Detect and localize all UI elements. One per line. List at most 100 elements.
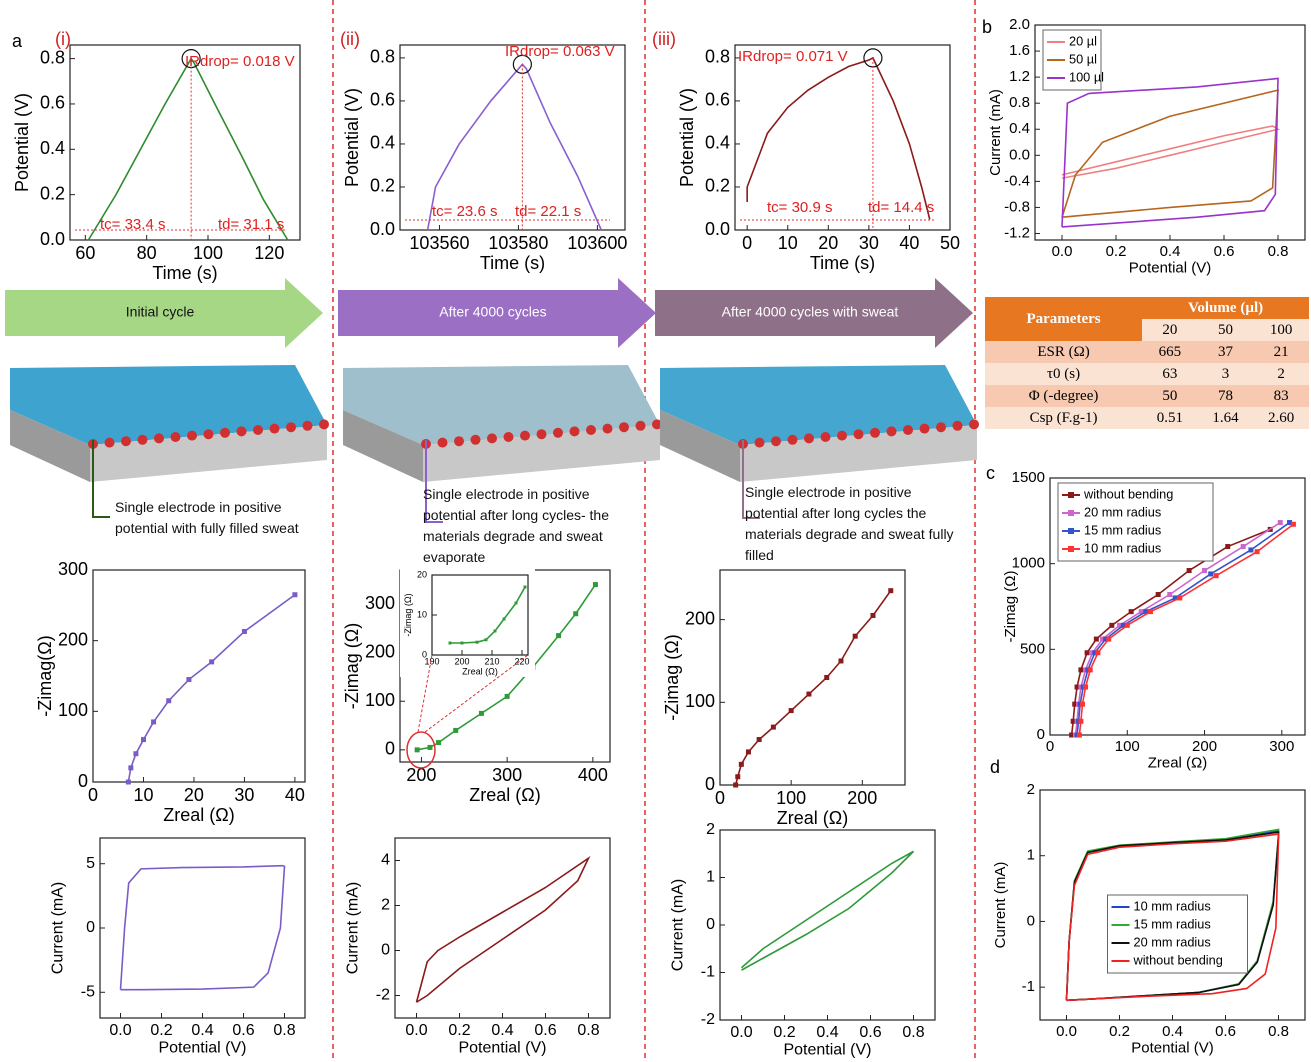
data-point [133,751,139,757]
x-tick-label: 200 [847,788,877,808]
y-tick-label: -2 [701,1011,715,1028]
x-tick-label: 0.8 [1268,243,1289,260]
x-tick-label: 300 [492,765,522,785]
plot-frame [399,44,626,231]
y-axis-label: Potential (V) [342,88,362,187]
y-tick-label: 1 [706,869,715,886]
electrode-dot [820,432,831,442]
table-cell: 50 [1142,385,1198,407]
electrode-dot [503,432,514,442]
x-axis-label: Zreal (Ω) [469,785,540,805]
x-tick-label: 220 [514,657,529,667]
inset-background [400,565,535,677]
table-cell: τ0 (s) [985,363,1143,385]
slab-side [660,410,740,482]
series-line [1061,77,1279,228]
data-point [460,641,464,645]
x-tick-label: 0.0 [1056,1023,1077,1040]
electrode-dot [487,433,497,444]
electrode-dot [437,437,448,448]
y-axis-label: Current (mA) [345,882,362,974]
data-point [241,628,247,634]
x-tick-label: 0.6 [1215,1023,1236,1040]
x-tick-label: 60 [75,243,95,263]
annotation: IRdrop= 0.018 V [185,53,295,70]
x-tick-label: 0 [742,233,752,253]
y-tick-label: 0.4 [40,138,65,158]
legend-label: 20 mm radius [1084,504,1161,519]
x-axis-label: Zreal (Ω) [777,808,848,828]
annotation: IRdrop= 0.071 V [738,48,848,65]
table-row: Φ (-degree) 50 78 83 [985,385,1309,407]
x-tick-label: 80 [137,243,157,263]
x-tick-label: 100 [193,243,223,263]
y-tick-label: 5 [86,855,95,872]
data-point [1186,568,1192,574]
table-header: Parameters [985,297,1143,341]
x-tick-label: 0.6 [534,1022,556,1039]
annotation: tc= 33.4 s [100,216,165,233]
x-tick-label: 200 [1192,738,1217,755]
y-tick-label: 100 [58,700,88,720]
data-point [1072,701,1078,707]
y-tick-label: 1.6 [1009,42,1030,59]
series-line [119,864,286,991]
data-point [770,724,776,730]
data-point [1092,650,1098,656]
y-axis-label: -Zimag(Ω) [35,635,55,716]
y-tick-label: 0.2 [370,176,395,196]
data-point [502,617,506,621]
y-tick-label: 0.6 [40,93,65,113]
slab-front [740,425,977,482]
y-tick-label: 20 [417,569,427,579]
legend-label: without bending [1083,486,1173,501]
data-point [1079,701,1085,707]
x-tick-label: 0.6 [232,1022,254,1039]
annotation: tc= 30.9 s [767,199,832,216]
data-point [1106,636,1112,642]
y-tick-label: 0.2 [40,183,65,203]
table-header: Volume (µl) [1142,297,1309,319]
x-tick-label: 40 [899,233,919,253]
description: Single electrode in positive potential w… [115,499,299,536]
table-cell: 63 [1142,363,1198,385]
table-cell: 21 [1253,341,1309,363]
y-tick-label: -2 [376,987,390,1004]
x-axis-label: Potential (V) [1129,259,1212,276]
electrode-dot [903,425,913,435]
y-tick-label: 2 [706,821,715,838]
table-cell: 20 [1142,319,1198,341]
plot-frame [92,569,306,783]
data-point [478,710,484,716]
data-point [125,779,131,785]
panel-label: b [982,17,992,37]
x-tick-label: 190 [424,657,439,667]
data-point [1078,718,1084,724]
data-point [1138,609,1144,615]
y-tick-label: 0 [1037,726,1045,743]
x-tick-label: 40 [285,785,305,805]
legend-label: without bending [1133,952,1223,967]
plot-frame [719,829,936,1021]
y-axis-label: Current (mA) [987,89,1004,176]
electrode-dot [269,423,280,434]
table-cell: 50 [1197,319,1254,341]
y-tick-label: 0.8 [370,47,395,67]
series-line [127,594,296,783]
y-axis-label: -Zimag (Ω) [662,634,682,720]
legend-label: 10 mm radius [1134,898,1211,913]
x-tick-label: 0.8 [273,1022,295,1039]
legend-marker [1068,546,1074,552]
electrode-dot [771,436,781,447]
legend-label: 20 µl [1069,33,1097,48]
x-tick-label: 10 [133,785,153,805]
y-tick-label: 200 [685,608,715,628]
zoom-circle [406,731,436,769]
data-point [166,698,172,704]
slab-side [343,410,423,482]
arrow-label: Initial cycle [126,304,195,320]
data-point [888,588,894,594]
plot-frame [99,837,306,1019]
zoom-line [424,654,529,733]
